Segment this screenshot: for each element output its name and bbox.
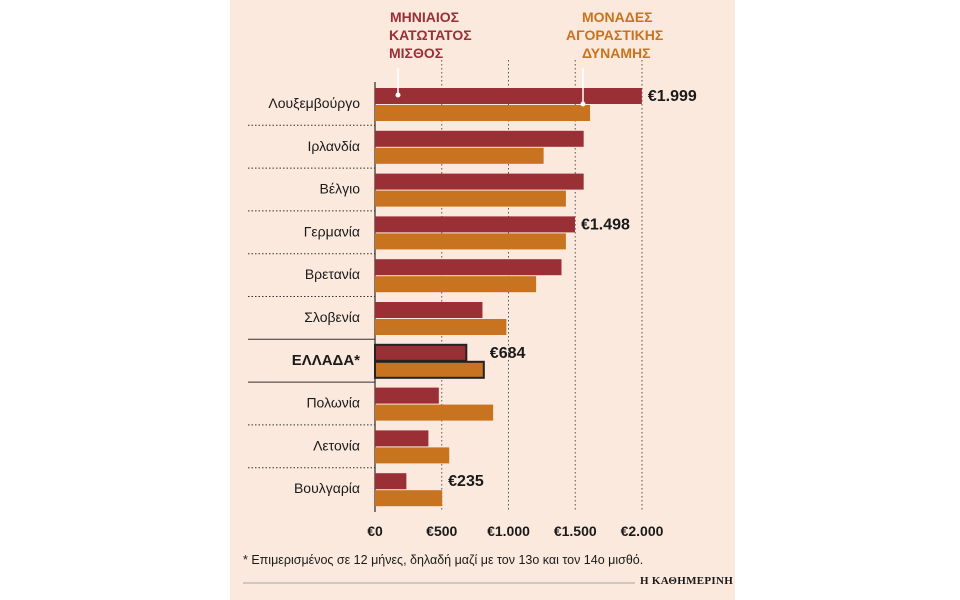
legend-wage-pointer-dot <box>395 92 401 98</box>
category-label: ΕΛΛΑΔΑ* <box>292 352 360 369</box>
x-tick-label: €500 <box>426 523 457 539</box>
bar-wage <box>374 343 468 362</box>
bar-wage <box>375 130 584 147</box>
bar-wage <box>375 430 429 447</box>
bar-wage <box>375 259 562 276</box>
category-label: Γερμανία <box>304 223 360 239</box>
x-tick-label: €2.000 <box>621 523 664 539</box>
bar-wage <box>375 473 407 490</box>
bar-pps <box>375 490 443 507</box>
credit-rule <box>243 582 635 584</box>
legend-pps-pointer-dot <box>580 101 586 107</box>
data-label: €1.498 <box>581 216 630 233</box>
labels-layer: €0 €500 €1.000 €1.500 €2.000 Λουξεμβούργο €1.9… <box>268 88 697 539</box>
bar-pps <box>375 190 566 207</box>
legend-wage-line-3: ΜΙΣΘΟΣ <box>389 45 443 61</box>
bar-wage <box>375 173 584 190</box>
category-label: Λουξεμβούργο <box>268 95 360 111</box>
publisher-credit: Η ΚΑΘΗΜΕΡΙΝΗ <box>640 575 734 587</box>
data-label: €235 <box>448 473 484 490</box>
legend-pps-line-2: ΑΓΟΡΑΣΤΙΚΗΣ <box>566 27 663 43</box>
bar-wage <box>375 387 439 404</box>
legend-wage-line-2: ΚΑΤΩΤΑΤΟΣ <box>389 27 472 43</box>
x-tick-label: €1.000 <box>487 523 530 539</box>
data-label: €1.999 <box>648 88 697 105</box>
category-label: Πολωνία <box>306 395 360 411</box>
bar-pps <box>375 404 494 421</box>
x-tick-label: €0 <box>367 523 383 539</box>
bar-wage <box>375 302 483 318</box>
legend-pps-line-1: ΜΟΝΑΔΕΣ <box>582 9 653 25</box>
category-label: Βρετανία <box>305 266 360 282</box>
bar-pps <box>374 360 485 379</box>
x-tick-label: €1.500 <box>554 523 597 539</box>
category-label: Σλοβενία <box>304 309 360 325</box>
data-label: €684 <box>490 345 526 362</box>
row-separators <box>248 124 375 469</box>
legend: ΜΗΝΙΑΙΟΣ ΚΑΤΩΤΑΤΟΣ ΜΙΣΘΟΣ ΜΟΝΑΔΕΣ ΑΓΟΡΑΣ… <box>389 9 663 107</box>
footnote: * Επιμερισμένος σε 12 μήνες, δηλαδή μαζί… <box>243 553 644 567</box>
category-label: Λετονία <box>313 437 360 453</box>
bar-wage <box>375 88 642 104</box>
bar-pps <box>375 147 544 164</box>
legend-pps-line-3: ΔΥΝΑΜΗΣ <box>582 45 651 61</box>
bar-pps <box>375 447 450 464</box>
bar-pps <box>375 319 507 335</box>
bars-layer <box>374 88 642 507</box>
bar-pps <box>375 105 591 121</box>
category-label: Βέλγιο <box>320 181 361 197</box>
category-label: Ιρλανδία <box>308 138 360 154</box>
legend-wage-line-1: ΜΗΝΙΑΙΟΣ <box>390 9 459 25</box>
bar-pps <box>375 276 537 293</box>
category-label: Βουλγαρία <box>294 480 360 496</box>
bar-wage <box>375 216 575 233</box>
bar-pps <box>375 233 566 250</box>
